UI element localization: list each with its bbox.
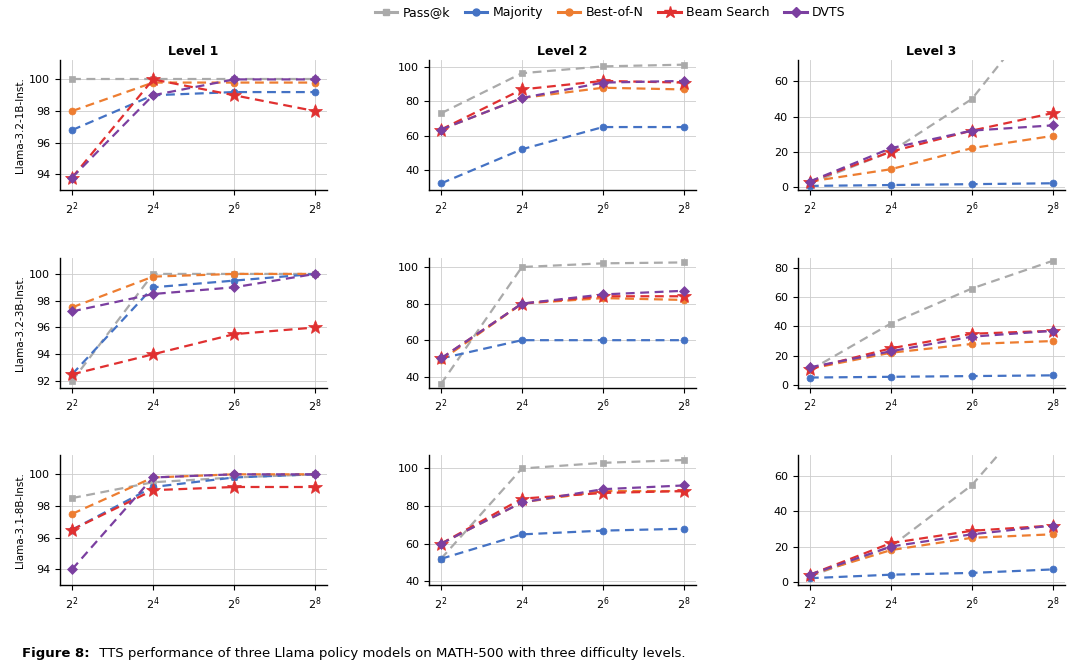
Y-axis label: Llama-3.2-3B-Inst.: Llama-3.2-3B-Inst. [15, 275, 25, 371]
Title: Level 2: Level 2 [537, 45, 588, 58]
Text: TTS performance of three Llama policy models on MATH-500 with three difficulty l: TTS performance of three Llama policy mo… [95, 646, 686, 660]
Title: Level 3: Level 3 [906, 45, 957, 58]
Y-axis label: Llama-3.1-8B-Inst.: Llama-3.1-8B-Inst. [15, 472, 25, 568]
Y-axis label: Llama-3.2-1B-Inst.: Llama-3.2-1B-Inst. [15, 78, 25, 173]
Legend: Pass@k, Majority, Best-of-N, Beam Search, DVTS: Pass@k, Majority, Best-of-N, Beam Search… [375, 6, 846, 19]
Text: Figure 8:: Figure 8: [22, 646, 90, 660]
Title: Level 1: Level 1 [168, 45, 219, 58]
